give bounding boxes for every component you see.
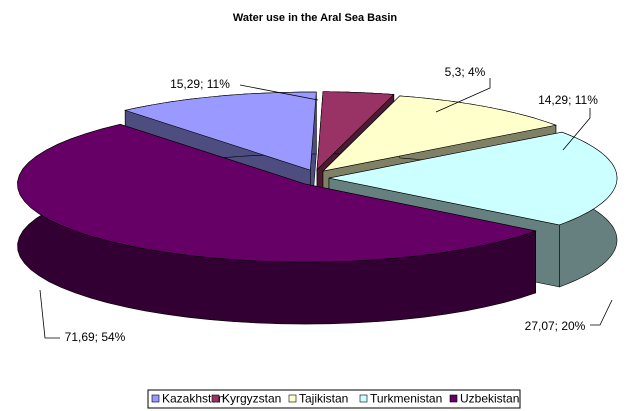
legend-label: Kyrgyzstan xyxy=(222,392,281,406)
data-label: 15,29; 11% xyxy=(170,77,230,91)
data-label: 5,3; 4% xyxy=(445,65,486,79)
slice xyxy=(17,123,537,263)
legend-label: Uzbekistan xyxy=(460,392,519,406)
legend-swatch xyxy=(211,394,220,403)
legend-label: Tajikistan xyxy=(299,392,348,406)
pie xyxy=(17,91,618,325)
leader-line xyxy=(590,299,613,326)
data-label: 14,29; 11% xyxy=(538,93,598,107)
slice xyxy=(328,131,618,226)
legend-swatch xyxy=(449,394,458,403)
legend-swatch xyxy=(288,394,297,403)
leader-line xyxy=(239,84,319,101)
slice xyxy=(124,91,317,171)
data-labels: 15,29; 11% 5,3; 4% 14,29; 11% 27,07; 20% 71,… xyxy=(39,65,613,344)
legend-swatch xyxy=(359,394,368,403)
data-label: 27,07; 20% xyxy=(525,319,586,333)
slice xyxy=(322,95,558,172)
chart-title: Water use in the Aral Sea Basin xyxy=(233,12,398,24)
legend-label: Kazakhstan xyxy=(162,392,225,406)
data-label: 71,69; 54% xyxy=(65,330,126,344)
leader-line xyxy=(562,108,591,151)
leader-line xyxy=(435,78,491,113)
legend-label: Turkmenistan xyxy=(370,392,442,406)
slice xyxy=(316,91,395,171)
leader-line xyxy=(39,289,60,339)
legend-swatch xyxy=(151,394,160,403)
legend-frame xyxy=(147,389,521,409)
